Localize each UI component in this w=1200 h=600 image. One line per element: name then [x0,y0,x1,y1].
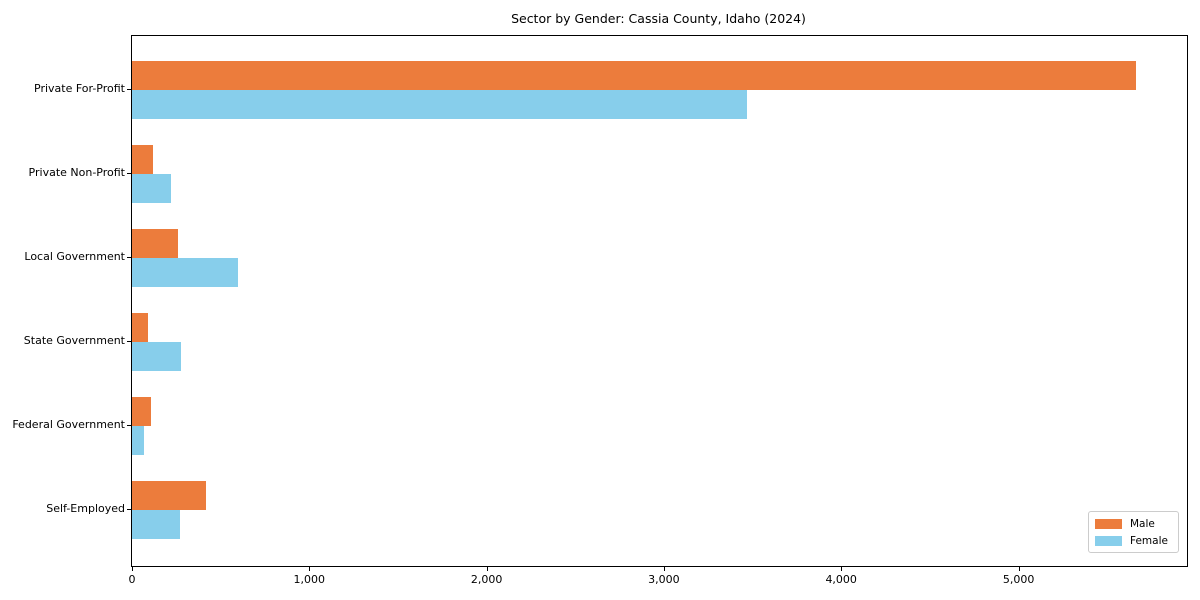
y-tick-label: State Government [23,334,125,347]
bar-female-local-government [132,258,238,287]
x-tick-mark [841,567,843,571]
y-tick-label: Local Government [24,250,125,263]
plot-area [131,35,1188,567]
legend-swatch-female [1095,535,1122,546]
bar-male-self-employed [132,481,206,510]
y-tick-mark [127,425,131,426]
bar-male-private-for-profit [132,61,1136,90]
bar-male-state-government [132,313,148,342]
legend-label-male: Male [1130,517,1155,530]
bar-female-federal-government [132,426,144,455]
legend-swatch-male [1095,518,1122,529]
x-tick-label: 4,000 [825,573,857,586]
bar-male-federal-government [132,397,151,426]
y-tick-mark [127,257,131,258]
x-tick-label: 0 [128,573,136,586]
legend-row-female: Female [1095,534,1172,548]
y-tick-mark [127,341,131,342]
bar-female-state-government [132,342,181,371]
x-tick-mark [486,567,488,571]
x-tick-label: 2,000 [470,573,503,586]
y-tick-label: Federal Government [12,418,125,431]
bar-male-private-non-profit [132,145,154,174]
x-tick-mark [663,567,665,571]
x-tick-label: 5,000 [1002,573,1035,586]
y-tick-mark [127,509,131,510]
bar-female-self-employed [132,510,180,539]
y-tick-label: Private For-Profit [34,82,125,95]
y-tick-label: Private Non-Profit [28,166,125,179]
y-tick-label: Self-Employed [46,502,125,515]
legend: Male Female [1088,511,1179,553]
y-tick-mark [127,89,131,90]
x-tick-label: 3,000 [648,573,680,586]
x-tick-label: 1,000 [293,573,326,586]
chart-title: Sector by Gender: Cassia County, Idaho (… [511,11,806,26]
bar-female-private-for-profit [132,90,748,119]
y-tick-mark [127,173,131,174]
bar-male-local-government [132,229,179,258]
legend-label-female: Female [1130,534,1168,547]
bar-female-private-non-profit [132,174,171,203]
x-tick-mark [1018,567,1020,571]
x-tick-mark [132,567,133,571]
x-tick-mark [309,567,311,571]
legend-row-male: Male [1095,517,1172,531]
